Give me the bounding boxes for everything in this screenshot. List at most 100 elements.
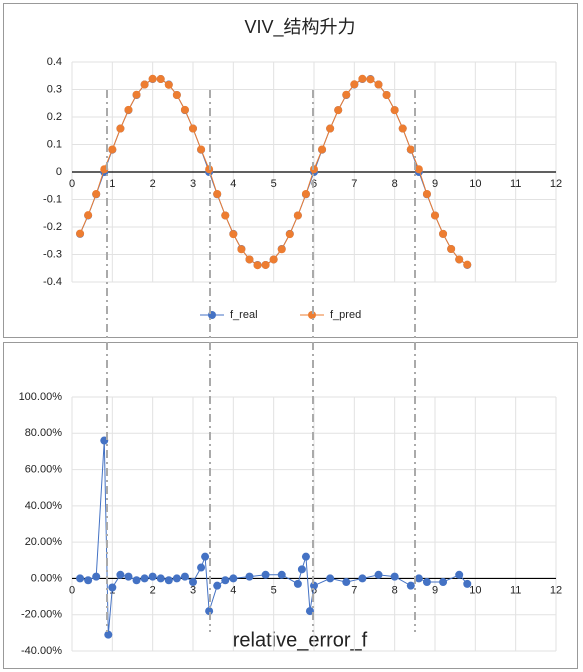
x-tick-label: 12: [550, 584, 562, 596]
marker: [213, 190, 222, 198]
y-tick-label: 0.2: [47, 111, 62, 123]
legend-label: f_real: [230, 309, 258, 321]
marker: [277, 245, 286, 254]
marker: [326, 574, 335, 583]
chart-title: VIV_结构升力: [244, 17, 355, 38]
y-tick-label: 0.00%: [31, 572, 62, 584]
marker: [463, 579, 472, 588]
marker: [197, 145, 206, 154]
marker: [455, 570, 464, 579]
marker: [201, 552, 210, 561]
marker: [414, 574, 423, 583]
x-tick-label: 11: [510, 178, 521, 190]
marker: [76, 574, 85, 583]
charts: VIV_结构升力-0.4-0.3-0.2-0.100.10.20.30.40 1 2…: [19, 17, 563, 657]
y-tick-label: -0.1: [43, 193, 62, 205]
panel: [3, 3, 578, 338]
marker: [463, 260, 472, 269]
marker: [301, 552, 310, 561]
marker: [422, 578, 431, 587]
marker: [301, 190, 310, 198]
marker: [84, 576, 93, 585]
marker: [245, 255, 254, 264]
marker: [76, 229, 85, 238]
marker: [116, 124, 125, 133]
y-tick-label: 60.00%: [25, 463, 63, 475]
marker: [366, 75, 375, 84]
marker: [229, 230, 238, 239]
marker: [164, 80, 173, 89]
x-tick-label: 4: [230, 178, 236, 190]
marker: [156, 75, 165, 84]
marker: [213, 581, 222, 590]
annotation-lines: [106, 90, 416, 632]
x-tick-label: 6: [311, 584, 317, 596]
y-tick-label: 20.00%: [25, 536, 63, 548]
marker: [92, 572, 101, 581]
marker: [172, 574, 181, 583]
marker: [180, 105, 189, 114]
marker: [237, 245, 246, 254]
marker: [108, 583, 117, 592]
marker: [297, 565, 306, 574]
y-tick-label: 0.1: [47, 138, 62, 150]
x-tick-label: 12: [550, 178, 562, 190]
marker: [221, 576, 230, 585]
x-tick-label: 7: [351, 178, 357, 190]
marker: [132, 576, 141, 585]
y-tick-label: -0.4: [43, 276, 62, 288]
y-tick-label: -40.00%: [21, 645, 62, 657]
x-tick-label: 8: [392, 584, 398, 596]
marker: [140, 80, 149, 89]
legend-label: f_pred: [330, 309, 361, 321]
x-tick-label: 3: [190, 178, 196, 190]
marker: [358, 574, 367, 583]
marker: [293, 211, 302, 220]
marker: [221, 211, 230, 220]
marker: [342, 578, 351, 587]
marker: [305, 607, 314, 616]
marker: [358, 74, 367, 83]
marker: [269, 255, 278, 264]
marker: [148, 572, 157, 581]
x-tick-label: 0: [69, 584, 75, 596]
marker: [116, 570, 125, 579]
marker: [92, 190, 101, 198]
y-tick-label: 0: [56, 166, 62, 178]
marker: [148, 74, 157, 83]
y-tick-label: -0.2: [43, 221, 62, 233]
marker: [156, 574, 165, 583]
marker: [197, 563, 206, 572]
marker: [285, 230, 294, 239]
marker: [374, 80, 383, 89]
marker: [439, 578, 448, 587]
y-tick-label: 40.00%: [25, 500, 63, 512]
marker: [164, 576, 173, 585]
y-tick-label: 0.4: [47, 56, 62, 68]
marker: [132, 90, 141, 99]
marker: [326, 124, 335, 133]
x-tick-label: 1: [109, 178, 115, 190]
x-tick-label: 9: [432, 178, 438, 190]
marker: [205, 607, 214, 616]
y-tick-label: -20.00%: [21, 609, 62, 621]
marker: [245, 572, 254, 581]
marker: [455, 255, 464, 264]
marker: [293, 579, 302, 588]
marker: [84, 211, 93, 220]
marker: [189, 124, 197, 133]
marker: [390, 572, 399, 581]
marker: [334, 106, 343, 115]
x-tick-label: 10: [469, 584, 481, 596]
marker: [431, 211, 439, 220]
marker: [374, 570, 383, 579]
x-tick-label: 3: [190, 584, 196, 596]
x-tick-label: 5: [271, 178, 277, 190]
x-tick-label: 11: [510, 584, 521, 596]
y-tick-label: 0.3: [47, 83, 62, 95]
x-tick-label: 9: [432, 584, 438, 596]
marker: [277, 570, 286, 579]
marker: [140, 574, 149, 583]
x-tick-label: 4: [230, 584, 236, 596]
x-tick-label: 5: [271, 584, 277, 596]
